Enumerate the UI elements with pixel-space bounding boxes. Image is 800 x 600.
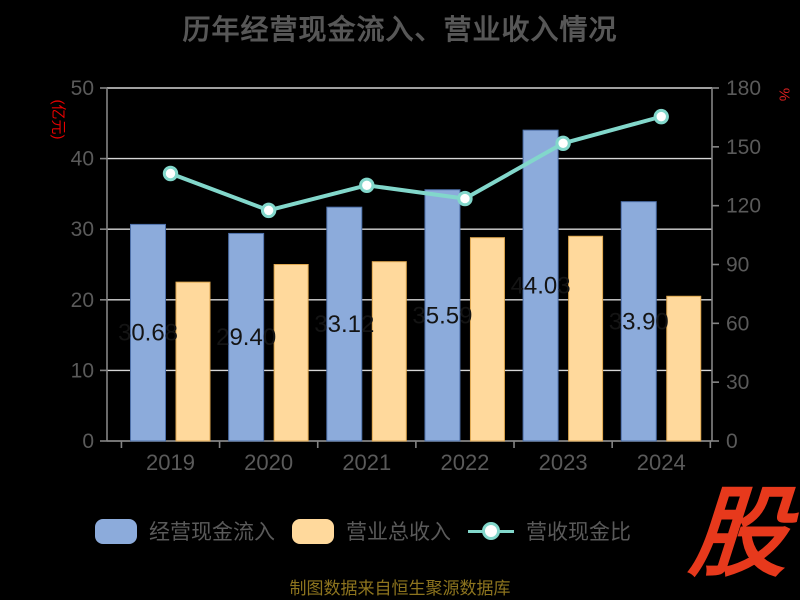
- cash-ratio-data-point[interactable]: [457, 190, 473, 207]
- total-revenue-bar[interactable]: [371, 261, 407, 442]
- bar-value-label: 33.90: [609, 308, 669, 335]
- right-axis-tick-label: 30: [726, 371, 749, 394]
- bar-value-label: 35.59: [412, 302, 472, 329]
- stock-logo: 股: [686, 478, 792, 588]
- cash-ratio-data-point[interactable]: [359, 177, 375, 193]
- x-axis-category-label: 2019: [146, 450, 195, 475]
- left-axis-tick-label: 50: [71, 77, 94, 100]
- data-source-note: 制图数据来自恒生聚源数据库: [289, 579, 511, 598]
- legend: 经营现金流入 营业总收入 营收现金比: [95, 516, 631, 546]
- total-revenue-swatch-icon: [292, 518, 334, 544]
- cash-ratio-line-marker-icon: [468, 519, 514, 544]
- cash-inflow-bar[interactable]: [228, 232, 265, 442]
- cash-ratio-data-point[interactable]: [653, 108, 669, 125]
- legend-item-total-revenue[interactable]: 营业总收入: [292, 516, 451, 546]
- cash-ratio-data-point[interactable]: [555, 135, 571, 152]
- x-axis-category-label: 2020: [244, 450, 293, 475]
- left-axis-tick-label: 30: [71, 218, 94, 241]
- legend-label-cash-inflow: 经营现金流入: [149, 521, 275, 544]
- legend-label-cash-ratio: 营收现金比: [526, 521, 631, 544]
- right-axis-tick-label: 0: [726, 430, 738, 453]
- cash-ratio-line: [168, 114, 664, 213]
- cash-ratio-data-point[interactable]: [162, 165, 179, 182]
- legend-item-cash-inflow[interactable]: 经营现金流入: [95, 516, 275, 546]
- legend-label-total-revenue: 营业总收入: [346, 521, 451, 544]
- x-axis-category-label: 2023: [539, 450, 588, 475]
- right-axis-tick-label: 180: [726, 77, 761, 100]
- cash-inflow-bar[interactable]: [424, 189, 461, 442]
- x-axis-category-label: 2022: [440, 450, 489, 475]
- cash-inflow-bar[interactable]: [522, 129, 559, 442]
- total-revenue-bar[interactable]: [273, 264, 309, 442]
- cash-ratio-data-point[interactable]: [260, 202, 277, 219]
- chart-title: 历年经营现金流入、营业收入情况: [182, 14, 618, 45]
- legend-item-cash-ratio[interactable]: 营收现金比: [468, 516, 631, 546]
- cash-inflow-bar[interactable]: [130, 223, 166, 442]
- cash-inflow-bar[interactable]: [326, 206, 363, 442]
- right-axis-tick-label: 120: [726, 195, 761, 218]
- right-axis-tick-label: 90: [726, 254, 749, 277]
- total-revenue-bar[interactable]: [469, 237, 505, 442]
- left-axis-tick-label: 20: [71, 289, 94, 312]
- x-axis-category-label: 2021: [342, 450, 391, 475]
- left-axis-tick-label: 10: [71, 359, 94, 382]
- cash-inflow-swatch-icon: [95, 518, 137, 544]
- right-axis-tick-label: 60: [726, 312, 749, 335]
- left-axis-tick-label: 40: [71, 148, 94, 171]
- total-revenue-bar[interactable]: [175, 281, 211, 442]
- bar-value-label: 30.68: [118, 320, 178, 347]
- bar-value-label: 44.03: [511, 273, 571, 300]
- left-axis-unit-label: (亿元): [49, 99, 67, 140]
- left-axis-tick-label: 0: [82, 430, 94, 453]
- bar-value-label: 33.12: [314, 311, 374, 338]
- x-axis-category-label: 2024: [637, 450, 686, 475]
- right-axis-unit-label: %: [775, 87, 793, 102]
- cash-inflow-bar[interactable]: [620, 201, 657, 442]
- bar-value-label: 29.40: [216, 324, 276, 351]
- total-revenue-bar[interactable]: [568, 235, 604, 442]
- total-revenue-bar[interactable]: [666, 295, 702, 442]
- right-axis-tick-label: 150: [726, 136, 761, 159]
